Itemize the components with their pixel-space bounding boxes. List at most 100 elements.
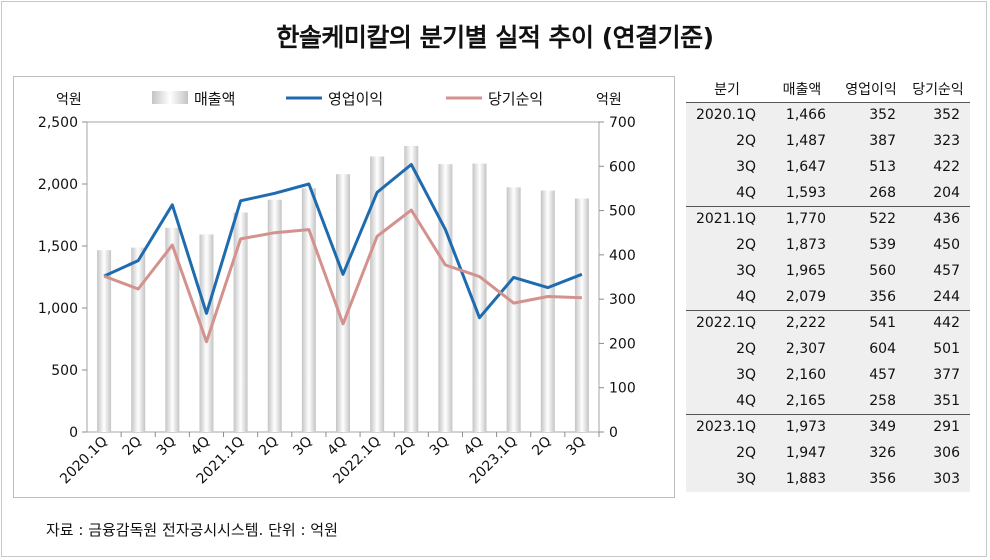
- cell-operating-profit: 560: [869, 263, 896, 279]
- revenue-bar: [574, 198, 589, 432]
- revenue-bar: [404, 145, 419, 432]
- cell-operating-profit: 356: [836, 284, 906, 311]
- legend-revenue: 매출액: [194, 90, 235, 108]
- operating-profit-line: [103, 163, 583, 320]
- right-tick-label: 400: [609, 248, 636, 264]
- cell-net-income: 244: [906, 284, 970, 311]
- revenue-bar: [165, 227, 180, 432]
- cell-net-income: 436: [933, 211, 960, 228]
- cell-operating-profit: 387: [869, 133, 896, 149]
- revenue-bar: [199, 234, 214, 432]
- cell-revenue: 1,965: [785, 263, 826, 279]
- cell-net-income: 351: [906, 388, 970, 415]
- revenue-bar: [370, 156, 385, 433]
- left-tick-label: 500: [51, 363, 78, 379]
- cell-quarter: 3Q: [736, 367, 756, 383]
- cell-revenue: 1,947: [785, 445, 826, 461]
- left-tick-label: 0: [69, 425, 78, 441]
- table-row: 3Q 1,965 560 457: [686, 258, 970, 284]
- legend-revenue-swatch: [152, 91, 188, 104]
- table-header-row: 분기 매출액 영업이익 당기순익: [686, 76, 970, 103]
- x-tick-label: 2Q: [256, 434, 281, 459]
- cell-net-income: 204: [906, 180, 970, 207]
- table-row: 4Q 2,079 356 244: [686, 284, 970, 311]
- cell-operating-profit: 457: [869, 367, 896, 383]
- x-tick-label: 3Q: [563, 434, 588, 459]
- x-tick-label: 2Q: [529, 434, 554, 459]
- legend-operating-profit: 영업이익: [328, 90, 383, 108]
- cell-net-income: 291: [933, 419, 960, 436]
- cell-quarter: 2Q: [736, 341, 756, 357]
- cell-quarter: 4Q: [686, 388, 768, 415]
- table-row: 3Q 2,160 457 377: [686, 362, 970, 388]
- x-tick-label: 2Q: [120, 434, 145, 459]
- left-tick-label: 1,000: [38, 301, 78, 317]
- header-net-income: 당기순익: [906, 76, 970, 103]
- cell-quarter: 2Q: [736, 237, 756, 253]
- chart-title: 한솔케미칼의 분기별 실적 추이 (연결기준): [276, 23, 714, 52]
- cell-revenue: 2,160: [785, 367, 826, 383]
- left-tick-label: 1,500: [38, 239, 78, 255]
- header-revenue: 매출액: [768, 76, 836, 103]
- cell-net-income: 442: [933, 315, 960, 332]
- cell-net-income: 352: [933, 107, 960, 124]
- cell-net-income: 422: [933, 159, 960, 175]
- net-income-line: [103, 208, 582, 344]
- cell-operating-profit: 513: [869, 159, 896, 175]
- right-axis-unit: 억원: [596, 92, 622, 108]
- cell-net-income: 306: [933, 445, 960, 461]
- cell-revenue: 2,165: [768, 388, 836, 415]
- cell-operating-profit: 352: [869, 107, 896, 124]
- table-row: 2020.1Q 1,466 352 352: [686, 102, 970, 128]
- revenue-bar: [438, 164, 453, 432]
- table-row: 2Q 2,307 604 501: [686, 336, 970, 362]
- x-tick-label: 2Q: [393, 434, 418, 459]
- table-row: 2Q 1,873 539 450: [686, 232, 970, 258]
- x-tick-label: 4Q: [324, 434, 349, 459]
- cell-revenue: 1,883: [785, 471, 826, 487]
- cell-quarter: 3Q: [736, 263, 756, 279]
- legend-net-income: 당기순익: [488, 90, 543, 108]
- combo-chart: 0 500 1,000 1,500 2,000 2,500 0 100 200 300 400 500…: [38, 90, 636, 488]
- table-row: 4Q 1,593 268 204: [686, 180, 970, 207]
- x-tick-label: 4Q: [188, 434, 213, 459]
- revenue-bar: [540, 190, 555, 432]
- left-axis-unit: 억원: [56, 92, 82, 108]
- cell-operating-profit: 541: [869, 315, 896, 332]
- table-row: 2Q 1,487 387 323: [686, 128, 970, 154]
- table-row: 3Q 1,647 513 422: [686, 154, 970, 180]
- table-row: 2022.1Q 2,222 541 442: [686, 310, 970, 336]
- cell-net-income: 457: [933, 263, 960, 279]
- revenue-bar: [97, 250, 112, 432]
- table-row: 2023.1Q 1,973 349 291: [686, 414, 970, 440]
- revenue-bar: [506, 187, 521, 432]
- cell-operating-profit: 522: [869, 211, 896, 228]
- cell-revenue: 2,079: [768, 284, 836, 311]
- cell-revenue: 1,770: [785, 211, 826, 228]
- cell-revenue: 1,466: [785, 107, 826, 124]
- cell-net-income: 323: [933, 133, 960, 149]
- cell-net-income: 450: [933, 237, 960, 253]
- x-tick-label: 2020.1Q: [57, 434, 111, 488]
- cell-net-income: 377: [933, 367, 960, 383]
- cell-quarter: 3Q: [736, 159, 756, 175]
- left-tick-label: 2,500: [38, 115, 78, 131]
- cell-revenue: 2,222: [785, 315, 826, 332]
- revenue-bar: [267, 199, 282, 432]
- right-tick-label: 0: [609, 425, 618, 441]
- right-tick-label: 300: [609, 292, 636, 308]
- cell-quarter: 3Q: [736, 471, 756, 487]
- cell-quarter: 2Q: [736, 133, 756, 149]
- data-table: 분기 매출액 영업이익 당기순익 2020.1Q 1,466 352 352 2Q 1,4…: [686, 76, 970, 492]
- cell-net-income: 303: [933, 471, 960, 487]
- cell-quarter: 4Q: [686, 284, 768, 311]
- cell-revenue: 1,593: [768, 180, 836, 207]
- x-tick-label: 4Q: [461, 434, 486, 459]
- cell-revenue: 1,487: [785, 133, 826, 149]
- x-tick-label: 3Q: [427, 434, 452, 459]
- right-tick-label: 500: [609, 204, 636, 220]
- right-tick-label: 100: [609, 381, 636, 397]
- left-tick-label: 2,000: [38, 177, 78, 193]
- revenue-bar: [301, 188, 316, 432]
- source-note: 자료 : 금융감독원 전자공시시스템. 단위 : 억원: [46, 521, 338, 539]
